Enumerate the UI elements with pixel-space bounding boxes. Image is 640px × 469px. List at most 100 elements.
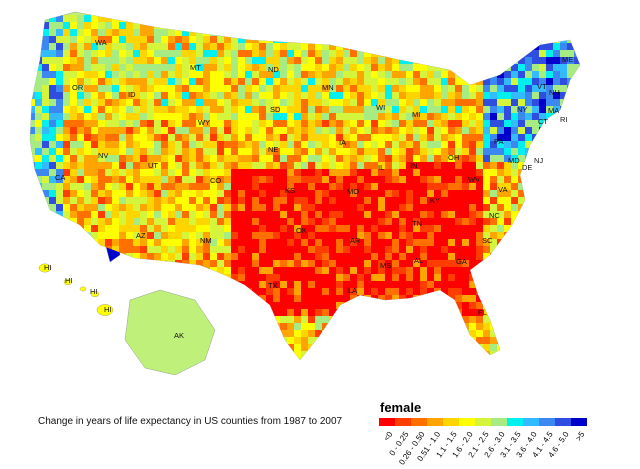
county-cell xyxy=(308,316,318,324)
county-cell xyxy=(49,239,57,249)
county-cell xyxy=(406,36,414,46)
county-cell xyxy=(210,211,219,219)
county-cell xyxy=(231,288,240,297)
county-cell xyxy=(217,337,225,345)
county-cell xyxy=(399,29,409,38)
state-label: LA xyxy=(348,286,357,295)
county-cell xyxy=(217,57,225,67)
county-cell xyxy=(301,141,310,151)
county-cell xyxy=(126,274,136,283)
county-cell xyxy=(511,274,521,284)
county-cell xyxy=(98,274,106,282)
county-cell xyxy=(329,351,339,360)
county-cell xyxy=(539,302,547,310)
county-cell xyxy=(217,155,225,164)
county-cell xyxy=(329,204,338,214)
county-cell xyxy=(336,267,344,275)
county-cell xyxy=(504,246,514,255)
county-cell xyxy=(532,288,540,296)
county-cell xyxy=(112,288,121,296)
county-cell xyxy=(105,218,114,226)
county-cell xyxy=(448,330,457,339)
county-cell xyxy=(518,120,527,129)
county-cell xyxy=(357,78,367,87)
county-cell xyxy=(581,15,589,24)
county-cell xyxy=(371,190,381,198)
county-cell xyxy=(385,36,394,44)
county-cell xyxy=(133,78,141,87)
county-cell xyxy=(343,330,352,340)
county-cell xyxy=(490,295,498,303)
county-cell xyxy=(154,141,163,150)
county-cell xyxy=(567,274,575,282)
county-cell xyxy=(224,302,234,311)
county-cell xyxy=(441,274,451,282)
county-cell xyxy=(322,29,331,38)
county-cell xyxy=(560,162,568,171)
county-cell xyxy=(525,106,535,114)
county-cell xyxy=(287,43,297,53)
county-cell xyxy=(105,267,115,275)
county-cell xyxy=(217,127,226,137)
county-cell xyxy=(574,162,580,171)
county-cell xyxy=(504,267,514,275)
county-cell xyxy=(567,267,576,277)
county-cell xyxy=(112,169,122,177)
county-cell xyxy=(266,330,276,339)
county-cell xyxy=(322,246,331,255)
county-cell xyxy=(469,218,479,228)
county-cell xyxy=(385,120,395,129)
county-cell xyxy=(77,162,87,172)
county-cell xyxy=(322,260,330,270)
county-cell xyxy=(84,316,94,325)
county-cell xyxy=(448,204,457,214)
county-cell xyxy=(315,50,325,59)
county-cell xyxy=(133,15,142,23)
county-cell xyxy=(525,211,534,221)
county-cell xyxy=(399,190,409,200)
county-cell xyxy=(238,162,247,172)
county-cell xyxy=(189,43,197,51)
county-cell xyxy=(182,99,190,107)
county-cell xyxy=(35,169,45,179)
county-cell xyxy=(413,344,423,352)
county-cell xyxy=(574,211,580,221)
county-cell xyxy=(294,127,304,137)
county-cell xyxy=(357,127,365,136)
county-cell xyxy=(42,309,50,317)
county-cell xyxy=(364,183,373,191)
county-cell xyxy=(210,99,220,109)
county-cell xyxy=(581,330,588,337)
county-cell xyxy=(35,134,43,142)
county-cell xyxy=(280,218,288,227)
county-cell xyxy=(525,127,533,136)
county-cell xyxy=(63,57,71,67)
county-cell xyxy=(546,246,556,254)
county-cell xyxy=(371,113,379,123)
county-cell xyxy=(476,253,484,262)
county-cell xyxy=(70,113,80,122)
county-cell xyxy=(539,232,549,242)
county-cell xyxy=(287,113,296,121)
county-cell xyxy=(210,190,218,199)
county-cell xyxy=(126,246,134,255)
county-cell xyxy=(161,148,169,156)
county-cell xyxy=(70,358,78,360)
county-cell xyxy=(504,36,513,44)
county-cell xyxy=(140,211,148,219)
county-cell xyxy=(35,162,43,171)
county-cell xyxy=(574,99,580,109)
county-cell xyxy=(238,225,248,233)
county-cell xyxy=(140,148,149,157)
county-cell xyxy=(245,239,253,247)
county-cell xyxy=(385,141,395,149)
county-cell xyxy=(546,232,556,241)
county-cell xyxy=(35,64,43,73)
county-cell xyxy=(238,43,248,51)
county-cell xyxy=(567,148,575,156)
county-cell xyxy=(175,134,184,144)
county-cell xyxy=(294,43,304,51)
county-cell xyxy=(224,246,232,254)
county-cell xyxy=(469,253,479,261)
county-cell xyxy=(532,337,540,347)
